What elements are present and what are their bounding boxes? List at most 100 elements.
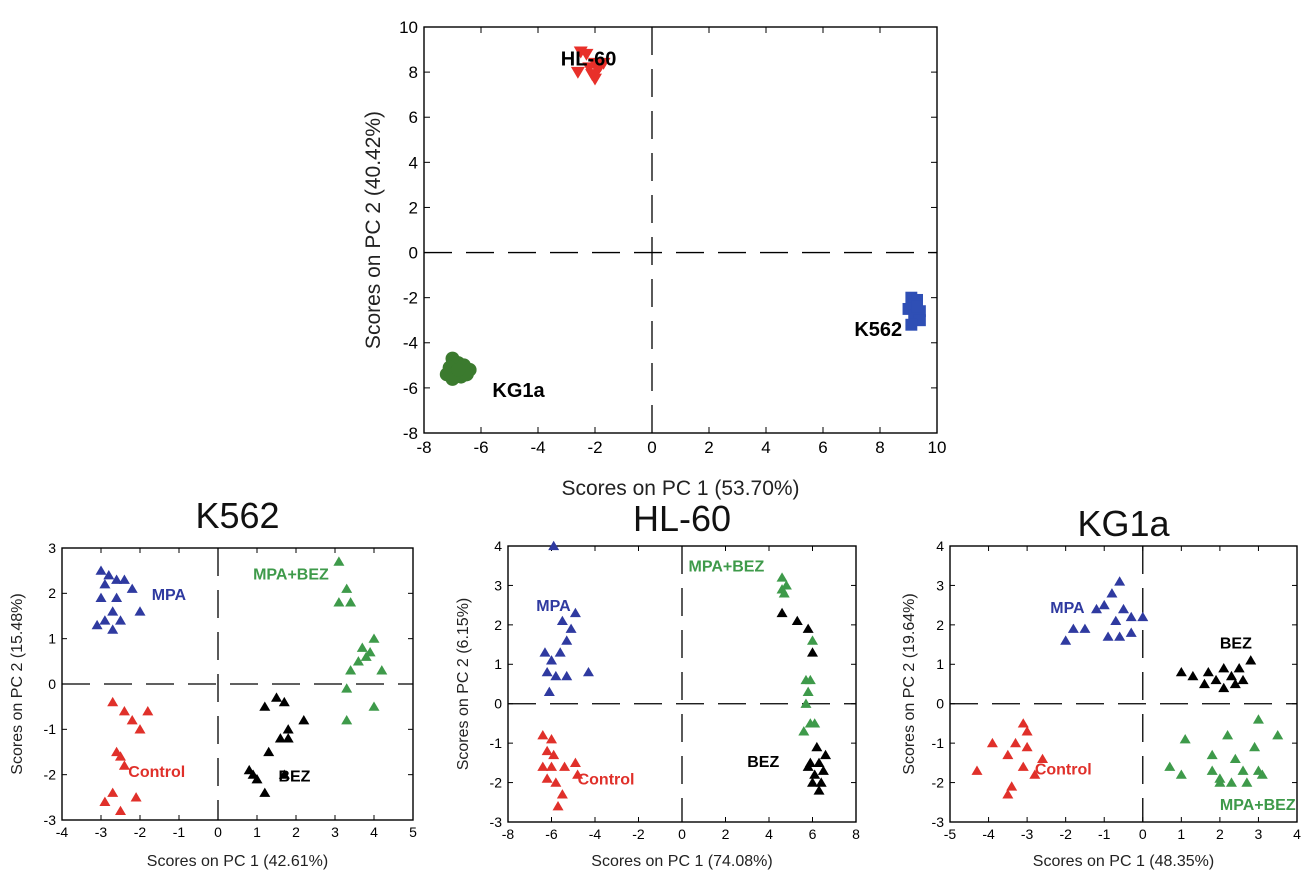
data-point-mpa: [565, 623, 577, 633]
y-tick-label: 1: [494, 656, 502, 672]
x-tick-label: -1: [173, 824, 186, 840]
data-point-bez: [259, 701, 271, 711]
data-point-mpa-bez: [345, 597, 357, 607]
x-tick-label: -4: [530, 438, 545, 457]
data-point-mpa-bez: [1225, 777, 1237, 787]
x-tick-label: 10: [928, 438, 947, 457]
x-tick-label: 2: [292, 824, 300, 840]
x-tick-label: 6: [818, 438, 827, 457]
x-tick-label: 6: [809, 826, 817, 842]
group-label-mpa-bez: MPA+BEZ: [1220, 797, 1296, 814]
x-tick-label: 8: [852, 826, 860, 842]
data-point-mpa-bez: [778, 588, 790, 598]
x-tick-label: 4: [370, 824, 378, 840]
group-label-control: Control: [1035, 762, 1092, 779]
x-tick-label: 0: [214, 824, 222, 840]
series-kg1a: [439, 351, 477, 386]
group-label-hl-60: HL-60: [561, 48, 617, 70]
y-tick-label: 0: [409, 244, 418, 263]
x-tick-label: 4: [761, 438, 770, 457]
data-point-mpa-bez: [368, 701, 380, 711]
data-point-k562: [913, 314, 926, 327]
x-tick-label: 3: [331, 824, 339, 840]
y-tick-label: 1: [936, 656, 944, 672]
data-point-mpa-bez: [352, 656, 364, 666]
data-point-hl-60: [596, 57, 611, 70]
data-point-mpa: [103, 569, 115, 580]
x-tick-label: -4: [56, 824, 69, 840]
data-point-mpa: [561, 635, 573, 645]
chart-panel-kg1a: -5 -4 -3 -2 -1 0 1 2 3 4 -3 -2 -1 0 1 2 3 4 Scores on PC 1…: [901, 503, 1301, 870]
group-label-mpa-bez: MPA+BEZ: [253, 567, 329, 584]
data-point-bez: [274, 733, 286, 743]
data-point-bez: [1237, 674, 1249, 685]
data-point-control: [541, 773, 553, 783]
x-tick-label: 4: [765, 826, 773, 842]
data-point-mpa: [134, 606, 146, 616]
data-point-mpa-bez: [360, 651, 372, 661]
data-point-mpa-bez: [1272, 730, 1284, 740]
data-point-control: [1017, 718, 1029, 728]
data-point-bez: [1187, 670, 1199, 681]
data-point-mpa: [539, 647, 551, 657]
y-axis-title: Scores on PC 2 (40.42%): [362, 111, 385, 349]
data-point-k562: [902, 302, 915, 315]
x-tick-label: -3: [1021, 826, 1034, 842]
data-point-mpa: [111, 592, 123, 602]
data-point-mpa: [1098, 599, 1110, 610]
group-label-mpa: MPA: [1050, 600, 1085, 617]
data-point-bez: [1233, 663, 1245, 673]
y-tick-label: -4: [403, 334, 418, 353]
x-tick-label: -2: [1059, 826, 1072, 842]
y-tick-label: -8: [403, 424, 418, 443]
x-tick-label: -3: [95, 824, 108, 840]
x-tick-label: 5: [409, 824, 417, 840]
y-tick-label: -2: [490, 774, 503, 790]
data-point-mpa: [95, 592, 107, 602]
series-bez: [243, 692, 310, 797]
panel-title: HL-60: [633, 498, 731, 539]
data-point-bez: [278, 696, 290, 707]
y-tick-label: 0: [48, 676, 56, 692]
x-axis-title: Scores on PC 1 (48.35%): [1033, 853, 1214, 870]
data-point-mpa: [1106, 588, 1118, 598]
data-point-control: [130, 792, 142, 802]
y-tick-label: -2: [932, 774, 945, 790]
data-point-bez: [802, 623, 814, 633]
chart-panel-overview: -8 -6 -4 -2 0 2 4 6 8 10 -8 -6 -4 -2 0 2 4 6 8 10 Scores on …: [362, 18, 946, 500]
data-point-mpa-bez: [356, 642, 368, 652]
data-point-bez: [807, 777, 818, 787]
group-label-k562: K562: [854, 319, 902, 341]
y-tick-label: -2: [403, 289, 418, 308]
data-point-control: [1037, 753, 1049, 764]
x-tick-label: -2: [134, 824, 147, 840]
data-point-mpa: [115, 615, 126, 625]
y-tick-label: 3: [48, 540, 56, 556]
data-point-mpa: [541, 666, 553, 677]
data-point-bez: [817, 765, 829, 775]
data-point-mpa-bez: [345, 665, 357, 675]
data-point-mpa: [546, 655, 557, 665]
y-tick-label: -6: [403, 379, 418, 398]
group-label-mpa: MPA: [536, 598, 571, 615]
data-point-mpa-bez: [1229, 753, 1241, 764]
data-point-mpa-bez: [368, 633, 380, 643]
data-point-control: [550, 777, 562, 787]
data-point-mpa: [1125, 611, 1137, 622]
data-point-control: [1021, 741, 1033, 752]
data-point-mpa: [107, 624, 119, 634]
y-tick-label: 3: [494, 577, 502, 593]
data-point-control: [556, 789, 568, 799]
series-k562: [902, 291, 926, 331]
data-point-control: [107, 696, 119, 707]
series-control: [537, 730, 584, 811]
x-axis-title: Scores on PC 1 (42.61%): [147, 853, 328, 870]
data-point-mpa: [99, 615, 111, 625]
data-point-bez: [815, 777, 827, 787]
x-tick-label: 2: [704, 438, 713, 457]
data-point-control: [537, 761, 549, 771]
group-label-bez: BEZ: [747, 754, 779, 771]
x-tick-label: -6: [473, 438, 488, 457]
series-bez: [1175, 655, 1257, 693]
y-tick-label: 3: [936, 577, 944, 593]
